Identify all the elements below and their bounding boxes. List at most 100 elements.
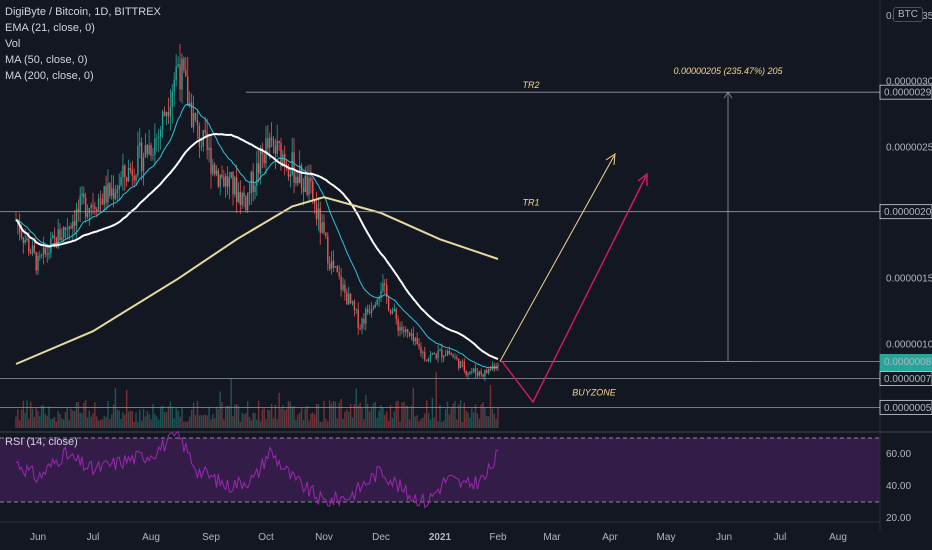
candle-body [131,169,133,176]
candle-body [96,209,98,211]
volume-bar [429,419,432,428]
candle-body [386,285,388,298]
candle-body [20,232,23,238]
candle-body [367,309,369,312]
candle-body [454,357,456,359]
candle-body [235,177,238,202]
candle-body [276,140,278,154]
volume-bar [493,413,495,428]
currency-badge[interactable]: BTC [893,7,923,22]
chart-legend: DigiByte / Bitcoin, 1D, BITTREX EMA (21,… [5,4,161,84]
time-tick-label: Sep [202,532,220,543]
volume-bar [289,401,292,428]
volume-bar [323,400,325,428]
candle-body [48,252,50,255]
candle-body [408,332,411,336]
volume-bar [382,407,384,428]
candle-body [142,157,145,172]
volume-bar [448,414,451,428]
volume-bar [435,371,437,428]
candle-body [124,165,126,178]
volume-bar [274,404,277,428]
candle-body [192,112,195,128]
volume-bar [42,405,45,428]
volume-bar [465,410,467,428]
candle-body [179,64,181,90]
candle-body [330,260,333,269]
volume-bar [246,401,249,428]
candle-body [237,191,240,202]
price-label-box [879,371,932,386]
ma-50-line [15,132,499,360]
candle-body [217,170,220,187]
candle-body [46,253,48,255]
volume-bar [386,411,388,428]
volume-bar [17,409,19,428]
candle-body [269,137,271,148]
volume-bar [190,409,193,428]
candle-body [463,361,466,371]
candle-body [140,142,143,172]
candle-body [75,208,78,226]
candle-body [194,112,197,120]
candle-body [42,247,45,256]
price-label-box [879,204,932,220]
candle-body [215,170,218,175]
candle-body [319,208,321,233]
candle-body [376,299,378,305]
volume-bar [293,406,295,428]
candle-body [53,235,56,238]
volume-bar [420,419,422,428]
volume-bar [129,410,132,428]
candle-body [420,347,422,354]
volume-bar [169,401,172,428]
volume-bar [378,410,380,428]
volume-bar [489,384,492,428]
volume-bar [384,414,386,428]
volume-bar [144,416,147,428]
candle-body [107,183,109,203]
volume-bar [444,409,447,428]
volume-bar [187,421,189,428]
volume-bar [59,414,61,428]
ma-200-line [15,196,499,365]
volume-bar [446,401,449,428]
candle-body [137,145,139,176]
volume-bar [405,405,407,428]
candle-body [254,185,256,193]
volume-bar [403,401,405,428]
volume-bar [431,397,434,428]
volume-bar [163,412,166,428]
candle-body [433,353,435,355]
time-tick-label: 2021 [429,532,452,543]
legend-vol: Vol [5,38,21,50]
candle-body [154,138,156,155]
volume-bar [482,402,484,428]
volume-bar [66,407,69,428]
volume-bar [208,406,210,428]
candle-body [83,193,85,198]
volume-bar [206,415,208,428]
volume-bar [224,406,227,428]
candle-body [31,245,34,254]
candle-body [397,319,399,331]
volume-bar [109,419,111,428]
candle-body [431,353,434,355]
volume-bar [223,419,225,428]
volume-bar [122,412,124,428]
volume-bar [340,399,342,428]
volume-bar [484,407,486,428]
candle-body [206,132,208,151]
volume-bar [478,418,480,428]
candle-body [139,142,141,146]
volume-bar [239,421,242,428]
time-tick-label: Aug [142,532,160,543]
volume-bar [101,419,104,428]
time-tick-label: May [657,532,676,543]
volume-bar [90,416,92,428]
candle-body [444,354,447,357]
volume-bar [412,387,415,428]
candle-body [389,310,392,314]
candle-body [185,70,187,77]
